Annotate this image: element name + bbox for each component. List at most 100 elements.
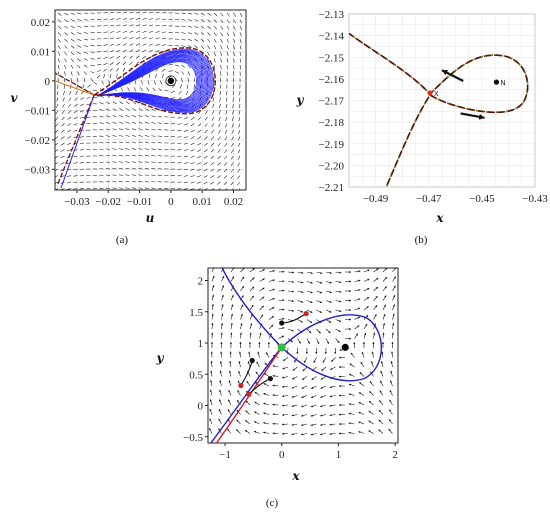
field-arrow	[233, 12, 236, 17]
field-arrow	[233, 45, 236, 50]
field-arrow-head	[359, 372, 362, 375]
field-arrow	[142, 49, 147, 53]
field-arrow-head	[209, 408, 212, 412]
field-arrow-head	[349, 308, 351, 312]
field-arrow	[73, 175, 78, 177]
y-tick-label: 0.01	[31, 46, 50, 58]
field-arrow	[79, 110, 85, 113]
field-arrow	[79, 142, 85, 144]
field-arrow	[193, 84, 195, 89]
field-arrow	[116, 37, 121, 40]
field-arrow-head	[320, 386, 323, 389]
field-arrow	[177, 136, 182, 138]
field-arrow	[70, 19, 75, 22]
field-arrow-head	[320, 377, 323, 380]
field-arrow	[217, 155, 221, 160]
x-tick-label: 1	[336, 449, 342, 461]
field-arrow-head	[236, 409, 239, 412]
field-arrow-head	[271, 324, 274, 327]
field-arrow	[125, 161, 130, 163]
field-arrow	[83, 45, 89, 47]
field-arrow-head	[313, 360, 316, 363]
field-arrow	[204, 142, 208, 146]
field-arrow	[57, 51, 61, 56]
field-arrow	[178, 90, 182, 95]
field-arrow	[181, 64, 186, 68]
field-arrow	[152, 87, 156, 92]
field-arrow	[144, 121, 150, 124]
field-arrow-head	[263, 412, 266, 415]
field-arrow-head	[291, 395, 294, 398]
field-arrow-head	[349, 373, 352, 376]
field-arrow-head	[282, 367, 285, 370]
field-arrow-head	[322, 360, 325, 363]
field-arrow-head	[339, 422, 341, 426]
field-arrow	[144, 141, 150, 144]
field-arrow-head	[245, 430, 248, 433]
x-tick-label: −0.47	[416, 193, 442, 205]
field-arrow	[83, 12, 89, 14]
x-tick-label: −0.01	[127, 196, 152, 208]
field-arrow	[135, 55, 140, 59]
field-arrow-head	[349, 289, 351, 293]
field-arrow-head	[237, 390, 240, 393]
field-arrow	[205, 103, 208, 108]
field-arrow	[181, 25, 186, 28]
field-arrow	[237, 149, 241, 154]
field-arrow-head	[301, 395, 304, 398]
branch-left-orange	[55, 80, 95, 96]
orbit-inner	[96, 51, 211, 111]
field-arrow	[125, 141, 130, 144]
field-arrow-head	[238, 361, 241, 364]
field-arrow	[55, 123, 59, 127]
field-arrow-head	[236, 419, 239, 422]
field-arrow	[155, 37, 160, 40]
equilibria-c	[277, 343, 349, 352]
points-b: XN	[427, 79, 506, 98]
field-arrow-head	[380, 370, 383, 374]
field-arrow	[191, 116, 195, 120]
field-arrow	[77, 45, 82, 48]
field-arrow-head	[237, 400, 240, 403]
field-arrow	[145, 115, 150, 118]
field-arrow-head	[301, 423, 304, 426]
field-arrow-head	[321, 368, 324, 371]
field-arrow	[138, 121, 143, 124]
field-arrow	[210, 162, 215, 166]
field-arrow-head	[339, 281, 342, 284]
field-arrow-head	[228, 389, 231, 393]
field-arrow-head	[358, 289, 361, 292]
field-arrow	[67, 129, 72, 133]
plot-area-a	[54, 9, 247, 191]
field-arrow-head	[329, 386, 332, 389]
field-arrow-head	[263, 402, 266, 405]
field-arrow	[151, 135, 156, 137]
field-arrow	[82, 84, 85, 89]
field-arrow	[64, 12, 69, 16]
field-arrow-head	[353, 342, 356, 344]
field-arrow-head	[301, 300, 304, 303]
field-arrow	[64, 51, 68, 56]
field-arrow-head	[348, 412, 351, 415]
field-arrow	[184, 123, 189, 126]
field-arrow	[147, 80, 150, 85]
field-arrow	[220, 51, 223, 57]
field-arrow	[62, 97, 65, 102]
field-arrow-head	[310, 281, 313, 284]
field-arrow	[153, 80, 156, 85]
field-arrow	[77, 64, 81, 69]
field-arrow	[63, 90, 65, 96]
field-arrow	[112, 148, 117, 150]
field-arrow-head	[251, 295, 254, 298]
branch-left-upper	[55, 72, 95, 96]
field-arrow	[105, 115, 111, 118]
field-arrow	[112, 115, 117, 118]
field-arrow	[79, 168, 85, 170]
field-arrow-head	[296, 352, 299, 354]
field-arrow-head	[367, 269, 370, 272]
field-arrow-head	[238, 351, 242, 354]
field-arrow	[122, 24, 128, 27]
field-arrow	[77, 71, 80, 76]
field-arrow-head	[329, 310, 332, 313]
